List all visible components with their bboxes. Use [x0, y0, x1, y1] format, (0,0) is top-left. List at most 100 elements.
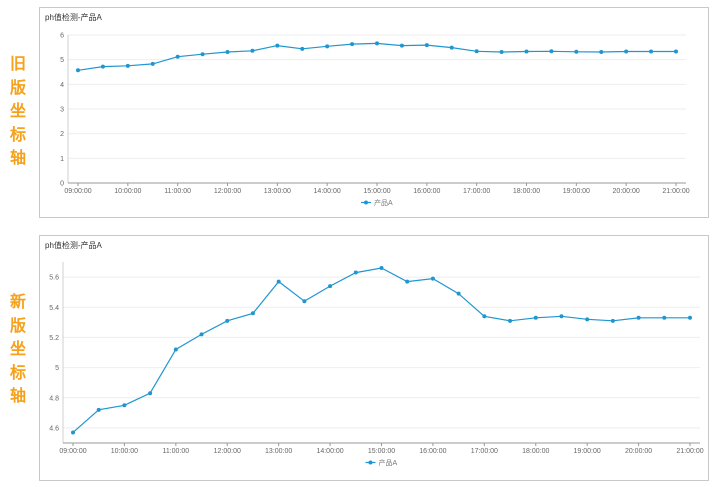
- data-point: [200, 52, 205, 57]
- x-tick-label: 11:00:00: [164, 188, 191, 195]
- y-tick-label: 1: [60, 156, 64, 163]
- x-tick-label: 20:00:00: [625, 448, 652, 455]
- data-point: [674, 49, 678, 54]
- x-tick-label: 16:00:00: [419, 448, 446, 455]
- data-point: [424, 43, 429, 48]
- data-point: [302, 299, 307, 304]
- data-point: [585, 317, 590, 322]
- data-point: [250, 311, 255, 316]
- data-point: [76, 68, 80, 73]
- data-point: [100, 64, 105, 69]
- data-point: [275, 43, 280, 48]
- data-point: [508, 318, 513, 323]
- x-tick-label: 21:00:00: [662, 188, 689, 195]
- data-point: [610, 318, 615, 323]
- data-point: [225, 318, 230, 323]
- y-tick-label: 6: [60, 33, 64, 40]
- y-tick-label: 5.4: [49, 305, 59, 312]
- x-tick-label: 11:00:00: [162, 448, 189, 455]
- x-tick-label: 14:00:00: [316, 448, 343, 455]
- x-tick-label: 13:00:00: [265, 448, 292, 455]
- data-point: [250, 48, 255, 53]
- data-point: [482, 314, 487, 319]
- y-tick-label: 0: [60, 181, 64, 188]
- data-point: [559, 314, 564, 319]
- data-point: [276, 279, 281, 284]
- x-tick-label: 15:00:00: [368, 448, 395, 455]
- x-tick-label: 09:00:00: [64, 188, 91, 195]
- data-point: [71, 430, 75, 435]
- x-tick-label: 09:00:00: [59, 448, 86, 455]
- data-point: [379, 266, 384, 271]
- data-point: [662, 315, 667, 320]
- x-tick-label: 12:00:00: [214, 448, 241, 455]
- data-point: [649, 49, 654, 54]
- data-point: [125, 63, 130, 68]
- data-point: [148, 391, 153, 396]
- x-tick-label: 10:00:00: [114, 188, 141, 195]
- x-tick-label: 17:00:00: [463, 188, 490, 195]
- chart-panel-new-axis: ph值检测-产品A 4.6 4.8 5 5.2 5.4 5.6 09:00:00 10:00:…: [39, 235, 709, 481]
- legend-marker-icon: [364, 200, 368, 205]
- data-point: [549, 49, 554, 54]
- x-tick-label: 19:00:00: [563, 188, 590, 195]
- y-tick-label: 3: [60, 107, 64, 114]
- data-point: [96, 407, 101, 412]
- legend-label: 产品A: [374, 198, 393, 207]
- y-tick-label: 5: [55, 365, 59, 372]
- y-tick-label: 4: [60, 82, 64, 89]
- data-point: [175, 54, 180, 59]
- data-point: [449, 45, 454, 50]
- y-tick-label: 4.6: [49, 425, 59, 432]
- series-line: [77, 42, 676, 71]
- y-tick-label: 5.6: [49, 275, 59, 282]
- x-tick-label: 18:00:00: [513, 188, 540, 195]
- data-point: [524, 49, 529, 54]
- data-point: [199, 332, 204, 337]
- data-point: [574, 49, 579, 54]
- data-point: [325, 44, 330, 49]
- data-point: [456, 291, 461, 296]
- data-point: [624, 49, 629, 54]
- y-tick-label: 2: [60, 131, 64, 138]
- y-tick-label: 4.8: [49, 395, 59, 402]
- data-point: [300, 46, 305, 51]
- new-axis-side-label: 新 版 坐 标 轴: [9, 292, 26, 405]
- legend-label: 产品A: [379, 458, 398, 467]
- data-point: [499, 50, 504, 55]
- data-point: [688, 315, 692, 320]
- data-point: [173, 347, 178, 352]
- legend-marker-icon: [368, 460, 373, 465]
- x-tick-label: 16:00:00: [413, 188, 440, 195]
- data-point: [599, 50, 604, 55]
- old-axis-side-label: 旧 版 坐 标 轴: [9, 54, 26, 167]
- data-point: [122, 403, 127, 408]
- x-tick-label: 12:00:00: [214, 188, 241, 195]
- data-point: [474, 49, 479, 54]
- chart-title: ph值检测-产品A: [45, 13, 102, 22]
- data-point: [353, 270, 358, 275]
- data-point: [150, 61, 155, 66]
- data-point: [328, 284, 333, 289]
- x-tick-label: 21:00:00: [676, 448, 703, 455]
- data-point: [636, 315, 641, 320]
- chart-title: ph值检测-产品A: [45, 241, 102, 250]
- x-tick-label: 15:00:00: [363, 188, 390, 195]
- line-chart-svg: 0 1 2 3 4 5 6 09:00:00 10:00:00 11:00:00 12:00:00 1…: [60, 33, 690, 208]
- data-point: [350, 42, 355, 47]
- data-point: [430, 276, 435, 281]
- x-tick-label: 17:00:00: [471, 448, 498, 455]
- data-point: [405, 279, 410, 284]
- data-point: [399, 43, 404, 48]
- chart-panel-old-axis: ph值检测-产品A 0 1 2 3 4 5 6 09:00:00 10:00:00 11:00:0…: [39, 7, 709, 218]
- x-tick-label: 18:00:00: [522, 448, 549, 455]
- x-tick-label: 10:00:00: [111, 448, 138, 455]
- data-point: [375, 41, 379, 46]
- y-tick-label: 5: [60, 57, 64, 64]
- data-point: [533, 315, 538, 320]
- x-tick-label: 14:00:00: [314, 188, 341, 195]
- x-tick-label: 13:00:00: [264, 188, 291, 195]
- data-point: [225, 50, 230, 55]
- line-chart-svg: 4.6 4.8 5 5.2 5.4 5.6 09:00:00 10:00:00 11:00:00…: [49, 262, 704, 467]
- series-line: [72, 267, 690, 433]
